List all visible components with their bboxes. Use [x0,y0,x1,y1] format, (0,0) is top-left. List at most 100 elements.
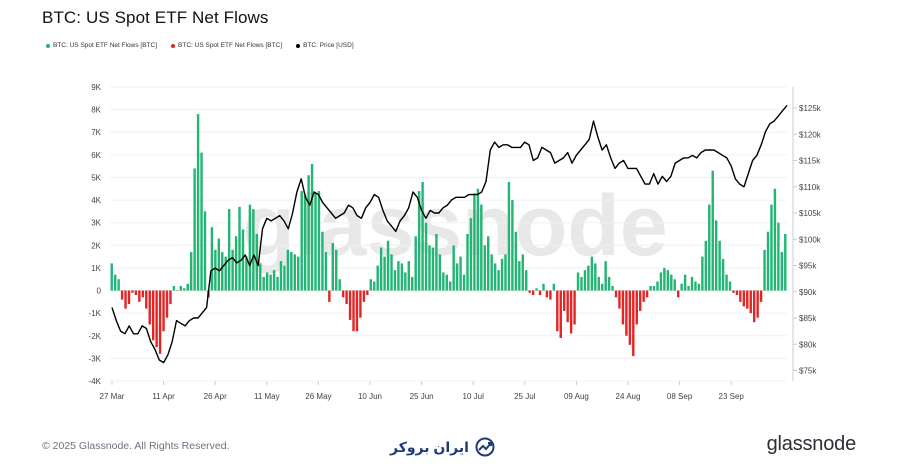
legend-swatch-green-icon [46,43,50,48]
flow-bar [417,191,421,291]
price-line [111,104,788,364]
flow-bar [269,274,272,291]
flow-bar [455,263,459,291]
flow-bar [545,290,549,298]
flow-bar [165,290,169,318]
center-brand-logo: ایران بروکر [390,437,496,457]
legend-item-outflows[interactable]: BTC: US Spot ETF Net Flows [BTC] [171,42,282,49]
flow-bar [476,188,480,291]
flow-bar [331,243,334,291]
x-tick-label: 10 Jul [463,392,485,401]
flow-bar [666,270,670,291]
flow-bar [756,290,759,318]
flow-bar [625,290,628,336]
legend-item-price[interactable]: BTC: Price [USD] [296,42,354,49]
flow-bar [328,290,331,302]
flow-bar [528,290,531,293]
flow-bar [176,290,179,292]
flow-bar [131,290,134,293]
flow-bar [348,290,352,320]
x-tick-label: 25 Jul [514,392,536,401]
flow-bar [507,181,511,291]
flow-bar [701,256,704,291]
flow-bar [566,290,569,323]
flow-bar [376,265,379,291]
flow-bar [749,290,752,314]
flow-bar [469,218,473,291]
flow-bar [321,231,324,291]
flow-bar [580,276,583,291]
flow-bar [124,290,127,309]
flow-bar [369,279,372,291]
flow-bar [732,290,735,293]
flow-bar [483,245,486,291]
flow-bar [245,256,248,291]
flow-bar [362,290,366,302]
legend-item-inflows[interactable]: BTC: US Spot ETF Net Flows [BTC] [46,42,157,49]
flow-bar [504,254,507,291]
flow-bar [297,256,300,291]
flow-bar [538,290,542,296]
y-left-tick-label: 1K [91,264,101,273]
flow-bar [597,276,600,291]
flow-bar [604,261,607,291]
flow-bar [314,193,317,291]
y-left-tick-label: 7K [91,128,101,137]
flow-bar [286,249,290,291]
flow-bar [359,290,362,318]
chart-title: BTC: US Spot ETF Net Flows [42,8,269,27]
flow-bar [120,290,124,300]
flow-bar [341,290,345,298]
x-tick-label: 11 May [254,392,280,401]
flow-bar [224,256,227,291]
chart-legend: BTC: US Spot ETF Net Flows [BTC] BTC: US… [46,42,354,49]
flow-bar [162,290,165,332]
flow-bar [493,263,497,291]
flow-bar [151,290,155,341]
flow-bar [704,240,708,291]
flow-bar [735,290,739,296]
footer-brand-logo: glassnode [766,433,857,455]
flow-bar [438,254,442,291]
flow-bar [497,270,500,291]
flow-bar [183,288,186,291]
flow-bar [711,170,714,291]
flow-bar [276,276,279,291]
flow-bar [231,249,234,291]
flow-bar [645,290,649,298]
flow-bar [549,290,552,300]
flow-bar [383,256,386,291]
flow-bar [234,236,238,291]
flow-bar [138,290,141,302]
flow-bar [770,204,773,291]
flow-bar [117,279,120,291]
flow-bar [649,286,652,291]
flow-bar [445,274,448,291]
flow-bar [221,252,224,291]
x-tick-label: 11 Apr [152,392,175,401]
flow-bar [690,276,694,291]
y-left-tick-label: -4K [89,377,102,386]
flow-bar [452,245,455,291]
flow-bar [569,290,573,334]
y-right-tick-label: $105k [799,209,822,218]
y-left-tick-label: 9K [91,83,101,92]
flow-bar [652,286,656,291]
flow-bar [262,276,265,291]
flow-bar [400,263,404,291]
legend-label-inflows: BTC: US Spot ETF Net Flows [BTC] [53,42,158,49]
flow-bar [556,290,559,332]
legend-label-price: BTC: Price [USD] [303,42,354,49]
flow-bar [203,211,207,291]
flow-bar [714,220,718,291]
flow-bar [338,279,341,291]
flow-bar [421,181,424,291]
flow-bar [158,290,162,354]
flow-bar [514,231,518,291]
etf-flows-chart[interactable]: glassnode -4K-3K-2K-1K01K2K3K4K5K6K7K8K9… [0,0,900,430]
flow-bar [345,290,348,305]
y-left-tick-label: 8K [91,106,101,115]
flow-bar [366,290,369,296]
y-right-tick-label: $115k [799,157,821,166]
x-tick-label: 10 Jun [358,392,382,401]
